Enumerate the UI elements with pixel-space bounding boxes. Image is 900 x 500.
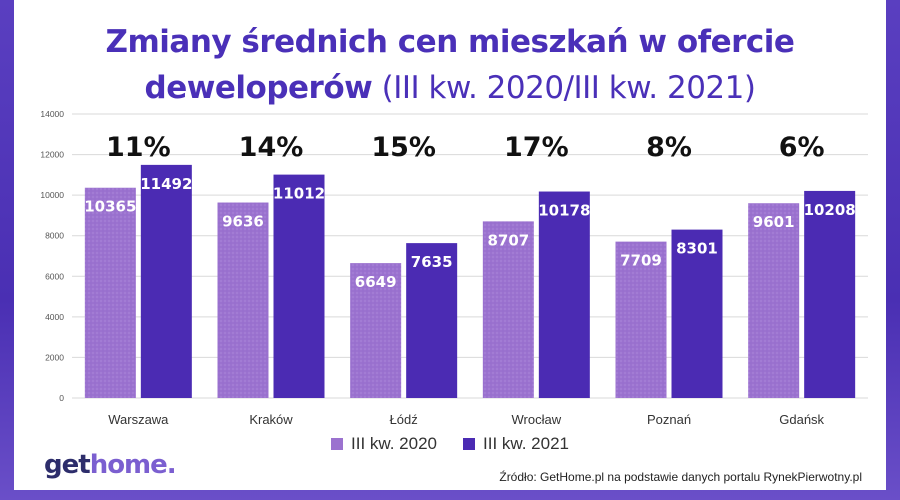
legend-item-2021: III kw. 2021 [463, 434, 569, 454]
x-tick-label: Warszawa [108, 412, 169, 427]
bar-2021 [538, 191, 590, 398]
gethome-logo: gethome. [44, 450, 177, 480]
y-tick-label: 12000 [40, 150, 64, 160]
bar-2020 [84, 187, 136, 398]
bar-value-label: 9636 [222, 213, 264, 231]
chart-title-line2: deweloperów (III kw. 2020/III kw. 2021) [0, 70, 900, 106]
bar-value-label: 10208 [804, 201, 856, 219]
bar-2021 [140, 164, 192, 398]
bar-value-label: 11012 [273, 185, 325, 203]
y-tick-label: 4000 [45, 312, 64, 322]
bar-value-label: 8301 [676, 240, 718, 258]
bar-value-label: 9601 [753, 213, 795, 231]
bar-value-label: 10178 [538, 202, 590, 220]
y-tick-label: 10000 [40, 190, 64, 200]
bar-2021 [406, 243, 458, 398]
bar-value-label: 8707 [487, 231, 529, 249]
bar-2021 [671, 229, 723, 398]
legend-label-2021: III kw. 2021 [483, 434, 569, 453]
change-percent-label: 11% [106, 132, 171, 163]
change-percent-label: 14% [239, 132, 304, 163]
bar-2020 [350, 263, 402, 398]
legend-swatch-2021 [463, 438, 475, 450]
logo-home: home. [89, 450, 177, 480]
source-note: Źródło: GetHome.pl na podstawie danych p… [499, 470, 862, 484]
change-percent-label: 17% [504, 132, 569, 163]
x-tick-label: Poznań [647, 412, 691, 427]
y-tick-label: 2000 [45, 352, 64, 362]
chart-title-bold: deweloperów [144, 70, 373, 106]
chart-title-line1: Zmiany średnich cen mieszkań w ofercie [105, 24, 795, 60]
legend-swatch-2020 [331, 438, 343, 450]
legend: III kw. 2020 III kw. 2021 [0, 434, 900, 454]
x-tick-label: Gdańsk [779, 412, 824, 427]
bar-2021 [273, 174, 325, 398]
x-tick-label: Łódź [390, 412, 418, 427]
y-tick-label: 0 [59, 393, 64, 403]
bar-2020 [217, 202, 269, 398]
change-percent-label: 15% [371, 132, 436, 163]
y-tick-label: 8000 [45, 231, 64, 241]
bar-value-label: 7709 [620, 252, 662, 270]
bar-2020 [615, 241, 667, 398]
bar-2020 [482, 221, 534, 398]
logo-get: get [44, 450, 91, 480]
bar-value-label: 7635 [411, 253, 453, 271]
y-tick-label: 14000 [40, 109, 64, 119]
bar-value-label: 10365 [84, 198, 136, 216]
legend-label-2020: III kw. 2020 [351, 434, 437, 453]
y-tick-label: 6000 [45, 271, 64, 281]
x-tick-label: Wrocław [512, 412, 562, 427]
bar-value-label: 11492 [140, 175, 192, 193]
bar-2021 [804, 190, 856, 398]
bar-value-label: 6649 [355, 273, 397, 291]
change-percent-label: 6% [779, 132, 825, 163]
bar-2020 [748, 203, 800, 398]
change-percent-label: 8% [646, 132, 692, 163]
x-tick-label: Kraków [249, 412, 293, 427]
legend-item-2020: III kw. 2020 [331, 434, 437, 454]
chart-title-period: (III kw. 2020/III kw. 2021) [372, 70, 756, 106]
